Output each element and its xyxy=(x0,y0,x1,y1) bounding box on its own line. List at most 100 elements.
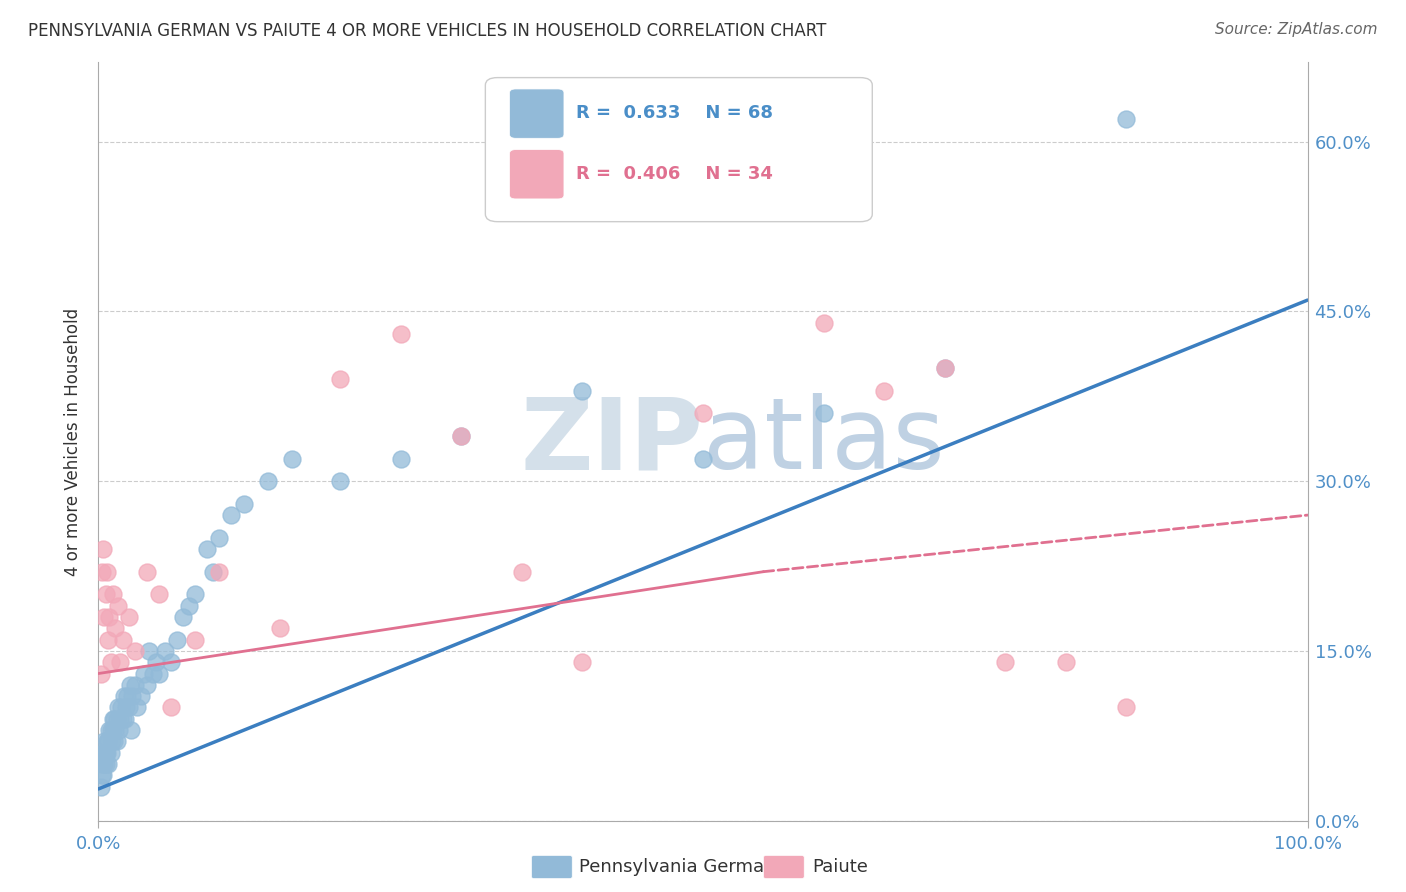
Point xyxy=(160,655,183,669)
Point xyxy=(129,689,152,703)
Point xyxy=(108,723,131,738)
Point xyxy=(98,610,121,624)
Point xyxy=(153,644,176,658)
Point xyxy=(96,734,118,748)
Point xyxy=(148,587,170,601)
Point xyxy=(148,666,170,681)
Point xyxy=(124,678,146,692)
Point xyxy=(91,542,114,557)
Point xyxy=(117,689,139,703)
FancyBboxPatch shape xyxy=(485,78,872,222)
Point xyxy=(873,384,896,398)
Text: Pennsylvania Germans: Pennsylvania Germans xyxy=(579,858,785,876)
Point xyxy=(91,768,114,782)
Point xyxy=(1054,655,1077,669)
Point xyxy=(97,632,120,647)
Point xyxy=(232,497,254,511)
Point xyxy=(692,406,714,420)
Point xyxy=(110,700,132,714)
Point xyxy=(571,655,593,669)
Point xyxy=(208,531,231,545)
Point xyxy=(93,746,115,760)
Text: R =  0.633    N = 68: R = 0.633 N = 68 xyxy=(576,104,773,122)
Point xyxy=(1115,112,1137,126)
Point xyxy=(93,757,115,772)
Point xyxy=(104,723,127,738)
Point xyxy=(114,712,136,726)
Point xyxy=(208,565,231,579)
Point xyxy=(994,655,1017,669)
Point xyxy=(103,712,125,726)
Point xyxy=(934,361,956,376)
Point xyxy=(450,429,472,443)
Point xyxy=(813,406,835,420)
Point xyxy=(91,746,114,760)
Point xyxy=(97,734,120,748)
Y-axis label: 4 or more Vehicles in Household: 4 or more Vehicles in Household xyxy=(65,308,83,575)
Point xyxy=(94,757,117,772)
Point xyxy=(120,723,142,738)
Point xyxy=(111,712,134,726)
Point xyxy=(127,700,149,714)
Point xyxy=(111,632,134,647)
Point xyxy=(91,565,114,579)
Point xyxy=(256,474,278,488)
Point xyxy=(510,565,533,579)
Point xyxy=(166,632,188,647)
Point xyxy=(90,666,112,681)
Point xyxy=(184,587,207,601)
Point xyxy=(100,734,122,748)
Point xyxy=(100,723,122,738)
Point xyxy=(160,700,183,714)
Point xyxy=(124,644,146,658)
Point xyxy=(184,632,207,647)
Point xyxy=(329,372,352,386)
Point xyxy=(135,565,157,579)
Point xyxy=(90,780,112,794)
Point xyxy=(934,361,956,376)
Text: PENNSYLVANIA GERMAN VS PAIUTE 4 OR MORE VEHICLES IN HOUSEHOLD CORRELATION CHART: PENNSYLVANIA GERMAN VS PAIUTE 4 OR MORE … xyxy=(28,22,827,40)
Point xyxy=(134,666,156,681)
Point xyxy=(145,655,167,669)
Point xyxy=(93,734,115,748)
Point xyxy=(101,723,124,738)
Point xyxy=(115,700,138,714)
Point xyxy=(98,723,121,738)
Point xyxy=(97,757,120,772)
Point xyxy=(202,565,225,579)
Text: atlas: atlas xyxy=(703,393,945,490)
Point xyxy=(389,451,412,466)
Text: Source: ZipAtlas.com: Source: ZipAtlas.com xyxy=(1215,22,1378,37)
Point xyxy=(112,689,135,703)
Point xyxy=(813,316,835,330)
Point xyxy=(103,734,125,748)
Text: ZIP: ZIP xyxy=(520,393,703,490)
Point xyxy=(329,474,352,488)
FancyBboxPatch shape xyxy=(509,89,564,138)
Point xyxy=(195,542,218,557)
Point xyxy=(107,700,129,714)
Point xyxy=(91,757,114,772)
Point xyxy=(105,712,128,726)
Point xyxy=(135,678,157,692)
Point xyxy=(96,565,118,579)
Point xyxy=(450,429,472,443)
Point xyxy=(94,746,117,760)
Point xyxy=(91,768,114,782)
Point xyxy=(108,655,131,669)
Point xyxy=(118,610,141,624)
Point xyxy=(96,746,118,760)
Point xyxy=(172,610,194,624)
Point xyxy=(142,666,165,681)
Point xyxy=(221,508,243,522)
Point xyxy=(281,451,304,466)
Text: Paiute: Paiute xyxy=(813,858,869,876)
Point xyxy=(118,678,141,692)
Point xyxy=(1115,700,1137,714)
Point xyxy=(100,746,122,760)
Point xyxy=(692,451,714,466)
Point xyxy=(104,621,127,635)
Point xyxy=(121,689,143,703)
Point xyxy=(108,712,131,726)
Point xyxy=(118,700,141,714)
